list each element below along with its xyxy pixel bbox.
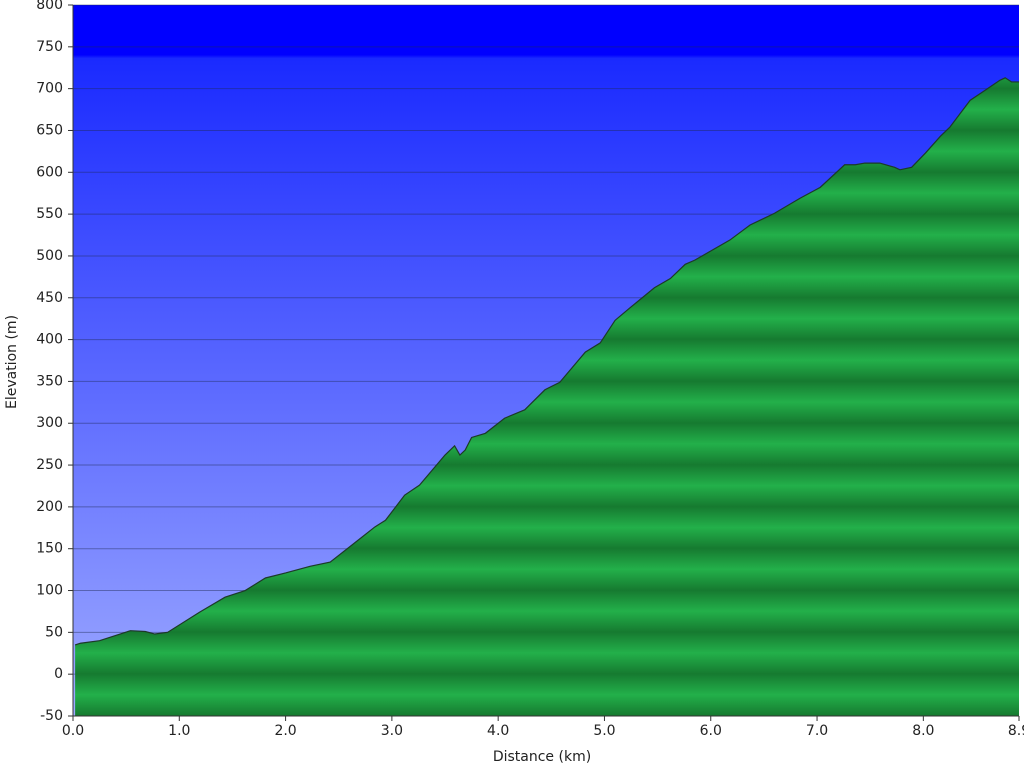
y-tick-label: 300 [36,415,63,431]
x-tick-label: 5.0 [593,723,615,739]
x-tick-label: 1.0 [168,723,190,739]
y-tick-label: 750 [36,39,63,55]
y-tick-label: -50 [40,708,63,724]
y-tick-label: 400 [36,332,63,348]
y-tick-label: 0 [54,666,63,682]
y-tick-label: 550 [36,206,63,222]
x-tick-label: 8.9 [1008,723,1024,739]
y-tick-label: 200 [36,499,63,515]
x-tick-label: 6.0 [700,723,722,739]
y-tick-label: 700 [36,81,63,97]
x-tick-label: 0.0 [62,723,84,739]
x-tick-label: 8.0 [912,723,934,739]
x-tick-label: 3.0 [381,723,403,739]
y-tick-label: 250 [36,457,63,473]
y-tick-label: 800 [36,0,63,13]
y-tick-label: 350 [36,373,63,389]
y-tick-label: 450 [36,290,63,306]
x-tick-label: 7.0 [806,723,828,739]
x-tick-label: 4.0 [487,723,509,739]
y-tick-label: 650 [36,122,63,138]
y-tick-label: 100 [36,583,63,599]
y-tick-label: 50 [45,624,63,640]
y-axis-label: Elevation (m) [4,315,20,409]
y-tick-label: 600 [36,164,63,180]
elevation-area [75,77,1019,716]
y-tick-label: 150 [36,541,63,557]
x-axis-label: Distance (km) [493,749,591,765]
y-tick-label: 500 [36,248,63,264]
elevation-line [74,77,1019,646]
x-tick-label: 2.0 [274,723,296,739]
